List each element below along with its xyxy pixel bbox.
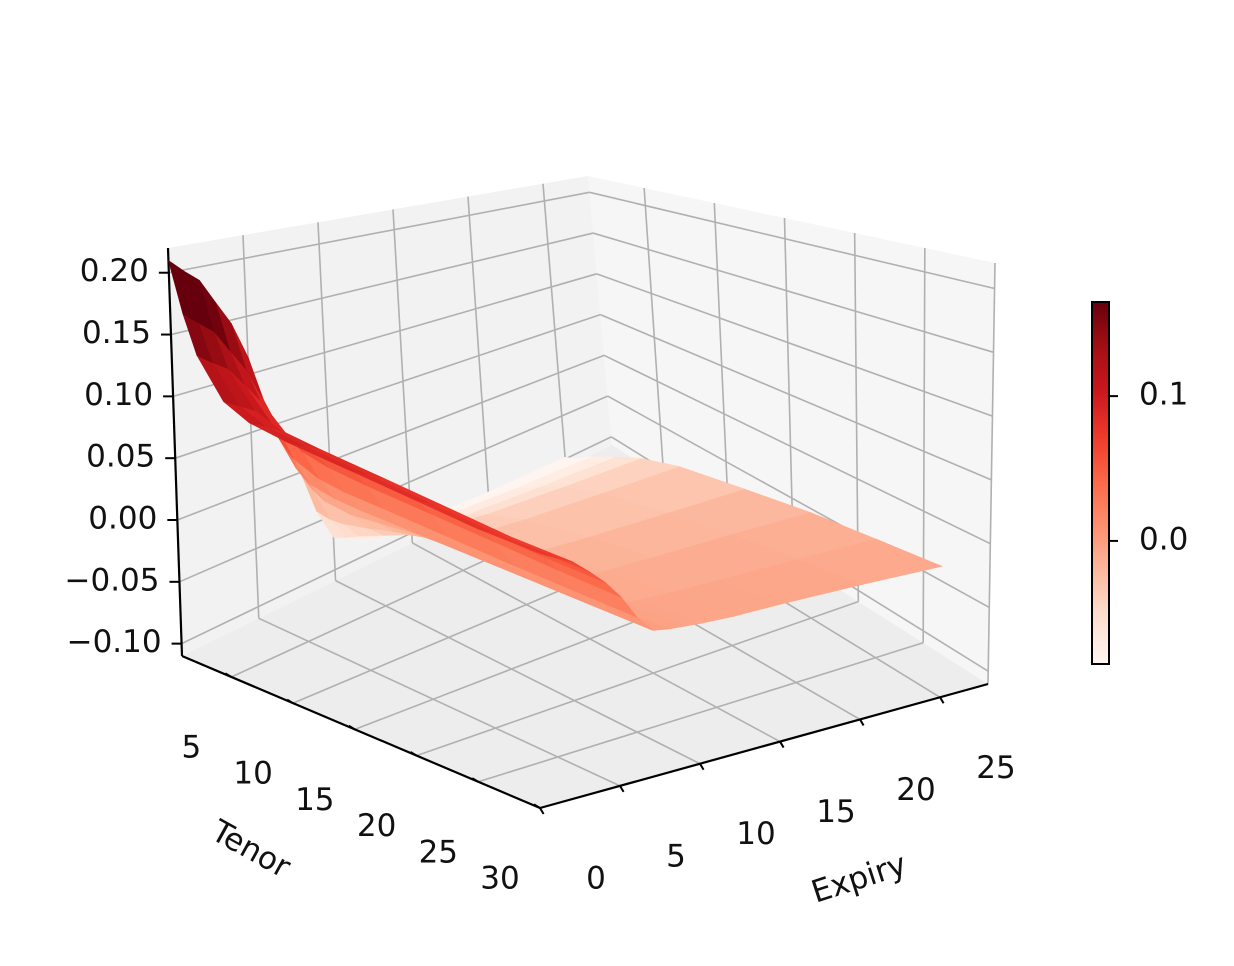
z-tick-label: −0.10 bbox=[67, 624, 162, 660]
z-grid-line bbox=[174, 313, 601, 459]
x-tick-label: 20 bbox=[357, 808, 396, 844]
colorbar-tick-label: 0.1 bbox=[1139, 377, 1188, 413]
x-tick-label: 30 bbox=[480, 861, 519, 897]
x-grid-line bbox=[478, 642, 924, 783]
z-grid-line bbox=[589, 191, 995, 290]
y-axis-title: Expiry bbox=[807, 846, 911, 910]
x-tick-label: 15 bbox=[295, 782, 334, 818]
x-grid-line bbox=[922, 247, 926, 643]
x-grid-line bbox=[713, 202, 730, 520]
x-tick bbox=[286, 698, 294, 705]
z-grid-line bbox=[170, 232, 594, 336]
z-grid-line bbox=[600, 313, 992, 481]
x-tick-label: 25 bbox=[419, 834, 458, 870]
z-axis-line bbox=[166, 247, 184, 657]
x-tick bbox=[410, 751, 418, 757]
x-tick bbox=[533, 803, 541, 809]
z-tick-label: 0.05 bbox=[86, 439, 155, 475]
surface-patch bbox=[167, 259, 199, 324]
z-tick-label: −0.05 bbox=[65, 562, 160, 598]
x-tick bbox=[471, 777, 479, 783]
y-tick bbox=[939, 696, 945, 704]
y-tick-label: 5 bbox=[666, 838, 686, 874]
surface-plot bbox=[167, 259, 943, 631]
y-grid-line bbox=[411, 542, 781, 743]
y-tick bbox=[779, 741, 785, 749]
z-grid-line bbox=[177, 354, 605, 521]
y-tick bbox=[699, 763, 705, 771]
z-grid-line bbox=[592, 232, 994, 354]
y-grid-line bbox=[467, 196, 490, 506]
x-grid-line bbox=[987, 262, 996, 685]
z-tick-label: 0.15 bbox=[82, 315, 151, 351]
y-grid-line bbox=[258, 617, 621, 787]
y-tick bbox=[619, 785, 625, 793]
y-tick-label: 0 bbox=[586, 861, 606, 897]
y-tick-label: 20 bbox=[896, 772, 935, 808]
z-grid-line bbox=[607, 395, 990, 609]
tick-labels: −0.10 −0.05 0.00 0.05 0.10 0.15 0.20 5 10 15 20 25 3… bbox=[65, 253, 1016, 896]
x-grid-line bbox=[416, 600, 859, 757]
x-axis-line bbox=[181, 654, 541, 810]
back-left-pane bbox=[168, 176, 612, 656]
y-grid-line bbox=[242, 235, 260, 619]
colorbar: 0.0 0.1 bbox=[1091, 301, 1188, 665]
colorbar-bar bbox=[1091, 301, 1110, 665]
x-grid-line bbox=[783, 217, 795, 561]
z-grid-line bbox=[603, 354, 991, 545]
y-tick bbox=[859, 718, 865, 726]
z-tick-label: 0.00 bbox=[88, 501, 157, 537]
x-axis-title: Tenor bbox=[204, 813, 296, 886]
z-grid-line bbox=[596, 273, 993, 417]
z-tick-label: 0.10 bbox=[84, 377, 153, 413]
colorbar-tick-label: 0.0 bbox=[1139, 521, 1188, 557]
x-tick-label: 5 bbox=[182, 730, 202, 766]
floor-pane bbox=[182, 445, 988, 808]
x-tick bbox=[224, 672, 232, 678]
y-tick-label: 10 bbox=[736, 816, 775, 852]
y-grid-line bbox=[392, 209, 414, 544]
x-tick bbox=[348, 724, 356, 731]
x-tick-label: 10 bbox=[233, 756, 272, 792]
y-tick-label: 15 bbox=[816, 794, 855, 830]
y-tick bbox=[539, 807, 545, 815]
y-tick-label: 25 bbox=[976, 750, 1015, 786]
y-grid-line bbox=[542, 183, 567, 468]
z-tick-label: 0.20 bbox=[80, 253, 149, 289]
z-grid-line bbox=[168, 191, 590, 274]
axis-lines bbox=[166, 247, 989, 810]
y-grid-line bbox=[335, 579, 701, 765]
x-grid-line bbox=[643, 187, 665, 479]
y-axis-line bbox=[539, 682, 989, 810]
